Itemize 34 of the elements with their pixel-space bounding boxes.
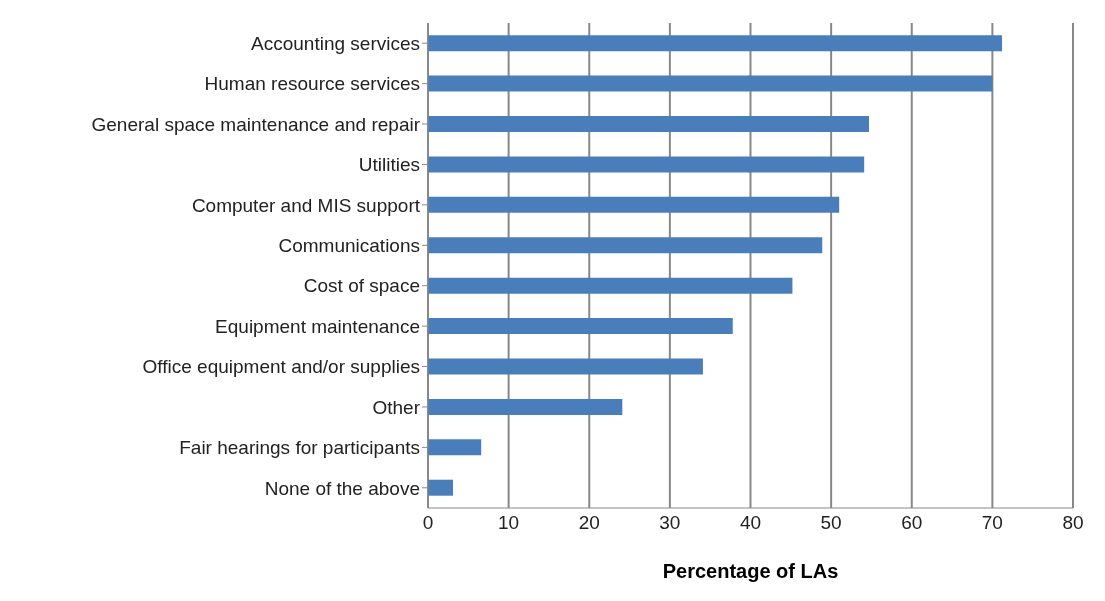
x-axis-title: Percentage of LAs (662, 560, 839, 582)
x-tick-label: 70 (981, 512, 1003, 534)
x-tick-label: 50 (820, 512, 842, 534)
y-tick-label: Accounting services (251, 32, 420, 54)
bar (428, 277, 793, 294)
bar (428, 318, 733, 335)
x-tick-label: 10 (498, 512, 520, 534)
y-tick-label: Fair hearings for participants (179, 437, 420, 459)
x-tick-label: 60 (901, 512, 923, 534)
x-tick-label: 40 (739, 512, 762, 534)
y-tick-label: Office equipment and/or supplies (142, 356, 420, 378)
y-tick-label: Human resource services (204, 73, 420, 95)
bar (428, 398, 623, 415)
y-tick-label: Other (372, 396, 421, 418)
bar (428, 237, 823, 254)
bar (428, 439, 482, 456)
bar (428, 75, 993, 92)
y-tick-label: Cost of space (303, 275, 420, 297)
x-tick-label: 20 (578, 512, 600, 534)
y-tick-label: General space maintenance and repair (91, 113, 421, 135)
bar (428, 115, 870, 132)
bar (428, 196, 840, 213)
x-tick-label: 0 (422, 512, 434, 534)
bar (428, 35, 1003, 52)
bar (428, 358, 703, 375)
x-tick-label: 80 (1062, 512, 1084, 534)
bar (428, 156, 865, 173)
y-tick-label: Computer and MIS support (191, 194, 421, 216)
y-tick-label: Communications (278, 235, 420, 257)
y-tick-label: None of the above (264, 477, 420, 499)
y-tick-label: Equipment maintenance (215, 315, 420, 337)
x-tick-label: 30 (659, 512, 681, 534)
y-tick-label: Utilities (358, 154, 420, 176)
bar (428, 479, 453, 496)
